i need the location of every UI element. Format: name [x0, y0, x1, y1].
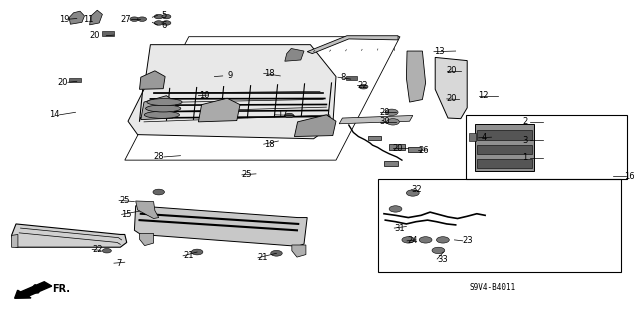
Text: 19: 19	[59, 15, 69, 24]
Text: 1: 1	[522, 153, 527, 162]
Bar	[368, 136, 381, 140]
Polygon shape	[134, 206, 307, 246]
Polygon shape	[198, 98, 240, 122]
Text: 30: 30	[380, 117, 390, 126]
Circle shape	[162, 14, 171, 19]
Text: 13: 13	[434, 47, 444, 56]
Text: 6: 6	[161, 21, 166, 30]
Circle shape	[285, 113, 294, 118]
Bar	[102, 31, 114, 36]
Polygon shape	[435, 57, 467, 119]
Polygon shape	[12, 224, 127, 247]
Circle shape	[389, 206, 402, 212]
Text: 31: 31	[394, 224, 404, 233]
Bar	[477, 145, 532, 154]
Text: 12: 12	[479, 91, 489, 100]
Text: 5: 5	[161, 11, 166, 20]
Text: 26: 26	[419, 146, 429, 155]
Text: 8: 8	[340, 73, 346, 82]
Bar	[69, 78, 81, 82]
Polygon shape	[307, 36, 398, 54]
Circle shape	[436, 237, 449, 243]
Text: 3: 3	[522, 136, 527, 145]
Text: 9: 9	[228, 71, 233, 80]
Circle shape	[387, 119, 399, 125]
Bar	[408, 147, 421, 152]
Text: 2: 2	[522, 117, 527, 126]
Text: 25: 25	[242, 170, 252, 179]
Text: 22: 22	[92, 245, 102, 254]
Bar	[466, 115, 627, 179]
Polygon shape	[339, 115, 413, 124]
Bar	[477, 130, 532, 140]
Circle shape	[130, 17, 139, 21]
Circle shape	[154, 14, 163, 19]
Text: 20: 20	[90, 31, 100, 40]
Text: 11: 11	[83, 15, 93, 24]
Circle shape	[402, 237, 415, 243]
Bar	[469, 133, 476, 141]
Text: 32: 32	[412, 185, 422, 194]
Polygon shape	[285, 48, 304, 61]
Text: 29: 29	[380, 108, 390, 117]
Text: 25: 25	[119, 196, 129, 205]
Bar	[346, 76, 357, 80]
Text: 10: 10	[200, 91, 210, 100]
Text: 20: 20	[447, 94, 457, 103]
Ellipse shape	[147, 99, 182, 106]
Text: 17: 17	[277, 110, 287, 119]
Text: 18: 18	[264, 69, 275, 78]
Circle shape	[191, 249, 203, 255]
Circle shape	[432, 247, 445, 254]
Text: 14: 14	[49, 110, 60, 119]
Polygon shape	[294, 115, 336, 137]
Bar	[475, 124, 534, 171]
Text: 33: 33	[437, 255, 447, 263]
Text: FR.: FR.	[52, 284, 70, 294]
Polygon shape	[141, 96, 176, 120]
Circle shape	[419, 237, 432, 243]
Bar	[378, 179, 621, 272]
Polygon shape	[12, 234, 18, 248]
Circle shape	[154, 21, 163, 25]
Text: 21: 21	[258, 253, 268, 262]
Polygon shape	[140, 234, 154, 246]
Polygon shape	[406, 51, 426, 102]
Text: 27: 27	[120, 15, 131, 24]
Polygon shape	[136, 201, 159, 219]
Text: 22: 22	[357, 81, 367, 90]
Polygon shape	[140, 71, 165, 89]
Bar	[384, 161, 398, 166]
Polygon shape	[90, 10, 102, 25]
Circle shape	[271, 250, 282, 256]
Text: 7: 7	[116, 259, 122, 268]
Bar	[477, 159, 532, 168]
Text: 4: 4	[481, 133, 486, 142]
FancyArrow shape	[15, 282, 52, 298]
Ellipse shape	[145, 111, 179, 118]
Text: S9V4-B4011: S9V4-B4011	[470, 283, 516, 292]
Text: 20: 20	[393, 144, 403, 153]
Text: 21: 21	[183, 251, 193, 260]
Circle shape	[153, 189, 164, 195]
Text: 18: 18	[264, 140, 275, 149]
Text: 24: 24	[407, 236, 417, 245]
Text: 28: 28	[154, 152, 164, 161]
Circle shape	[359, 85, 368, 89]
Bar	[389, 144, 405, 150]
Polygon shape	[69, 11, 84, 24]
Circle shape	[162, 21, 171, 25]
Circle shape	[406, 190, 419, 196]
Circle shape	[138, 17, 147, 21]
Polygon shape	[292, 245, 306, 257]
Circle shape	[102, 249, 111, 253]
Text: 15: 15	[121, 210, 131, 219]
Text: 20: 20	[58, 78, 68, 87]
Text: 20: 20	[447, 66, 457, 75]
Polygon shape	[128, 45, 336, 139]
Text: 23: 23	[463, 236, 473, 245]
Text: 16: 16	[625, 172, 635, 181]
Circle shape	[385, 109, 398, 115]
Ellipse shape	[146, 105, 180, 112]
